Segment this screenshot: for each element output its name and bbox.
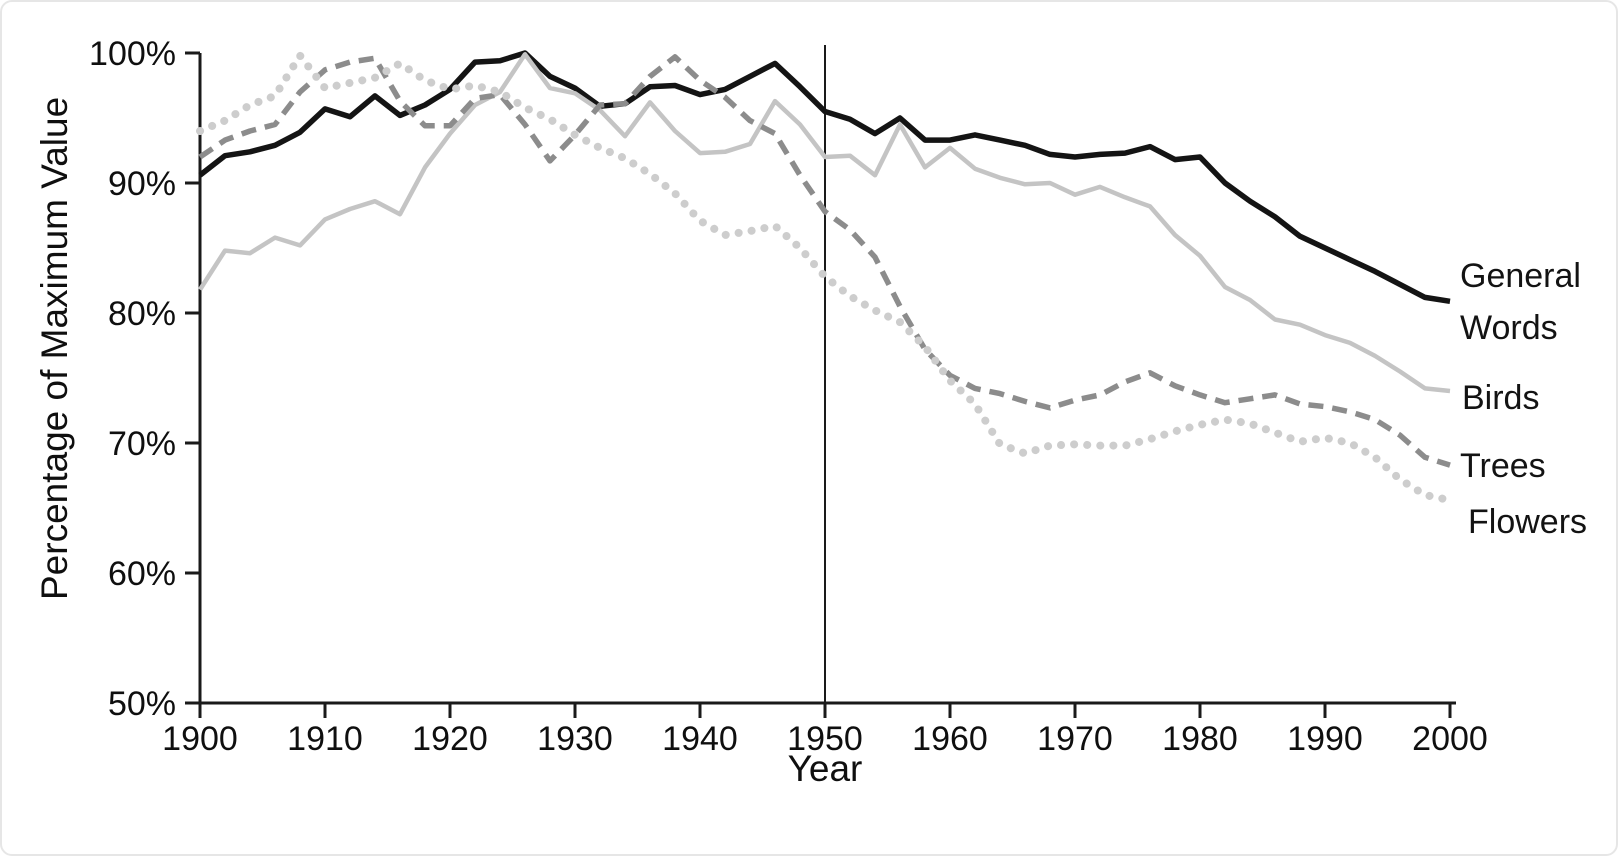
x-tick-label: 1930 [537, 720, 613, 758]
series-label-flowers: Flowers [1468, 503, 1588, 541]
x-tick-label: 1910 [287, 720, 363, 758]
x-tick-label: 1960 [912, 720, 988, 758]
x-tick-label: 1900 [162, 720, 238, 758]
x-tick-label: 2000 [1412, 720, 1488, 758]
x-tick-label: 1980 [1162, 720, 1238, 758]
x-tick-label: 1990 [1287, 720, 1363, 758]
series-label-trees: Trees [1460, 447, 1546, 485]
x-tick-label: 1970 [1037, 720, 1113, 758]
y-tick-label: 50% [108, 685, 176, 723]
y-tick-label: 60% [108, 555, 176, 593]
series-label-general-words: General Words [1460, 250, 1581, 354]
y-axis-title: Percentage of Maximum Value [34, 96, 75, 600]
x-tick-label: 1950 [787, 720, 863, 758]
series-line-birds [198, 52, 1451, 394]
y-tick-label: 100% [89, 35, 176, 73]
series-line-trees [198, 54, 1451, 468]
series-label-general-line2: Words [1460, 309, 1558, 347]
x-axis-title: Year [787, 748, 863, 789]
y-tick-label: 90% [108, 165, 176, 203]
series-label-general-line1: General [1460, 257, 1581, 295]
series-line-flowers [196, 51, 1454, 505]
series-label-birds: Birds [1462, 379, 1540, 417]
x-tick-label: 1920 [412, 720, 488, 758]
x-tick-label: 1940 [662, 720, 738, 758]
y-tick-label: 70% [108, 425, 176, 463]
y-tick-label: 80% [108, 295, 176, 333]
